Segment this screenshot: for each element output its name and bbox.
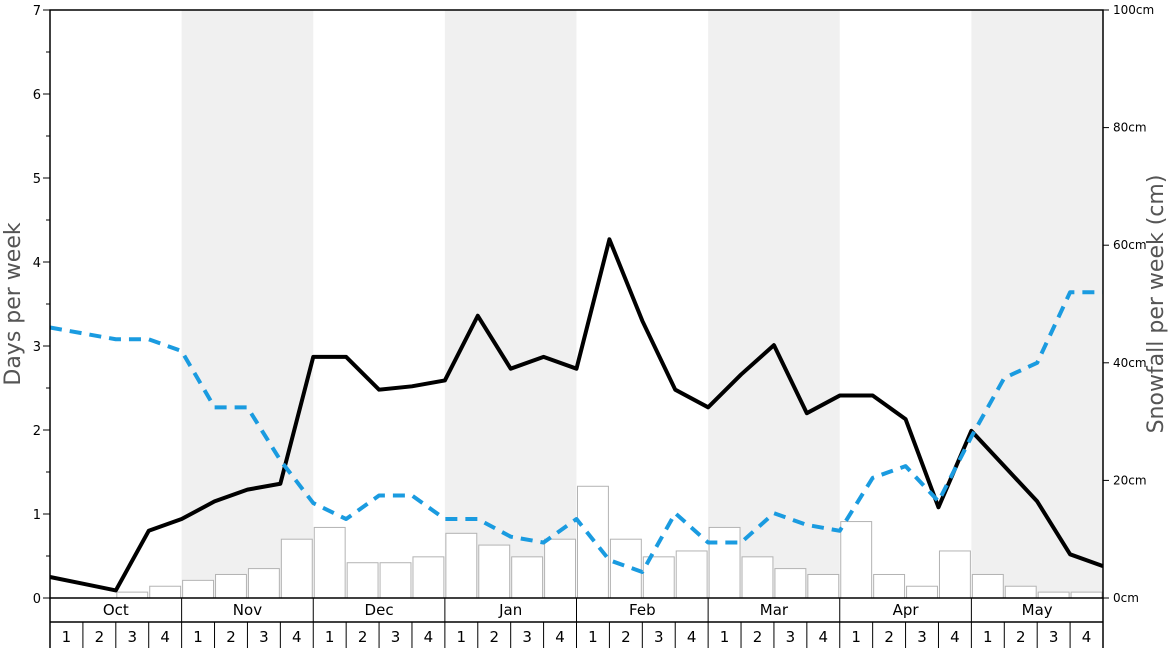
snowfall-bar [182,579,215,599]
week-label: 3 [786,628,796,646]
week-label: 3 [1049,628,1059,646]
snowfall-bar [379,562,412,599]
week-label: 2 [226,628,236,646]
week-label: 3 [127,628,137,646]
left-tick-label: 1 [33,508,41,523]
month-shade-may [971,10,1103,598]
snowfall-bar [412,556,445,599]
month-label: Mar [760,601,789,619]
snowfall-bar [774,568,807,599]
snowfall-bar [840,521,873,599]
snowfall-bar [544,538,576,599]
lines-layer [49,237,1104,593]
left-tick-label: 7 [33,4,41,19]
snowfall-bar [807,573,840,599]
left-tick-label: 2 [33,424,41,439]
snowfall-bar [215,573,247,599]
right-tick-label: 40cm [1113,356,1147,370]
week-label: 1 [62,628,72,646]
solid-series-line [49,237,1104,593]
dashed-series-line [49,290,1103,574]
week-label: 1 [588,628,598,646]
right-tick-label: 60cm [1113,238,1147,252]
week-label: 1 [325,628,335,646]
snowfall-bar [247,568,280,599]
right-tick-label: 100cm [1113,3,1154,17]
week-label: 4 [424,628,434,646]
snowfall-bar [116,591,149,599]
week-label: 3 [654,628,664,646]
month-shading-layer [181,10,1103,598]
week-label: 4 [292,628,302,646]
week-label: 1 [193,628,203,646]
week-label: 1 [720,628,730,646]
snowfall-bar [313,526,346,599]
month-shade-jan [444,10,577,598]
week-label: 1 [457,628,467,646]
month-label: Apr [893,601,920,619]
week-label: 3 [522,628,532,646]
right-tick-label: 80cm [1113,121,1147,135]
week-label: 2 [621,628,631,646]
month-label: Feb [629,601,656,619]
week-label: 2 [358,628,368,646]
snowfall-bar [741,556,774,599]
week-label: 3 [259,628,269,646]
week-label: 3 [917,628,927,646]
month-label: Oct [103,601,129,619]
snowfall-bar [511,556,544,599]
snowfall-bar [675,550,708,599]
week-label: 4 [1082,628,1092,646]
month-label: Jan [498,601,522,619]
snowfall-bars [116,485,1103,599]
week-label: 2 [95,628,105,646]
right-axis-label: Snowfall per week (cm) [1144,175,1168,434]
right-axis: 0cm 20cm 40cm 60cm 80cm 100cm [1103,3,1154,605]
right-tick-label: 0cm [1113,591,1139,605]
left-tick-label: 5 [33,172,41,187]
week-label: 4 [555,628,565,646]
left-tick-label: 0 [33,592,41,607]
month-shade-nov [181,10,314,598]
snowfall-bar [149,585,182,599]
right-tick-label: 20cm [1113,473,1147,487]
snowfall-bar [346,562,379,599]
left-axis-label: Days per week [1,222,26,385]
month-label: May [1022,601,1053,619]
week-label: 2 [753,628,763,646]
week-label: 2 [1016,628,1026,646]
week-label: 4 [160,628,170,646]
week-label: 2 [489,628,499,646]
snowfall-bar [708,526,741,599]
week-label: 4 [687,628,697,646]
snowfall-bar [1070,591,1103,599]
snowfall-bar [1037,591,1070,599]
x-axis-table: Oct Nov Dec Jan Feb Mar Apr May 1 2 3 4 1 2 3 4 1 2 3 4 1 2 3 4… [49,598,1104,648]
left-tick-label: 6 [33,88,41,103]
left-tick-label: 3 [33,340,41,355]
left-axis: 0 1 2 3 4 5 6 7 [33,4,50,607]
week-label: 4 [950,628,960,646]
snowfall-bar [1004,585,1037,599]
snowfall-bar [445,532,478,599]
left-tick-label: 4 [33,256,41,271]
month-label: Nov [233,601,262,619]
snowfall-bar [906,585,938,599]
month-label: Dec [365,601,394,619]
snowfall-bar [280,538,313,599]
snowfall-bar [938,550,971,599]
month-shade-mar [708,10,840,598]
week-label: 4 [819,628,829,646]
week-label: 1 [983,628,993,646]
snowfall-bar [478,544,511,599]
snowfall-bar [971,573,1004,599]
week-label: 1 [851,628,861,646]
week-label: 2 [884,628,894,646]
snowfall-bar [873,573,906,599]
week-label: 3 [391,628,401,646]
